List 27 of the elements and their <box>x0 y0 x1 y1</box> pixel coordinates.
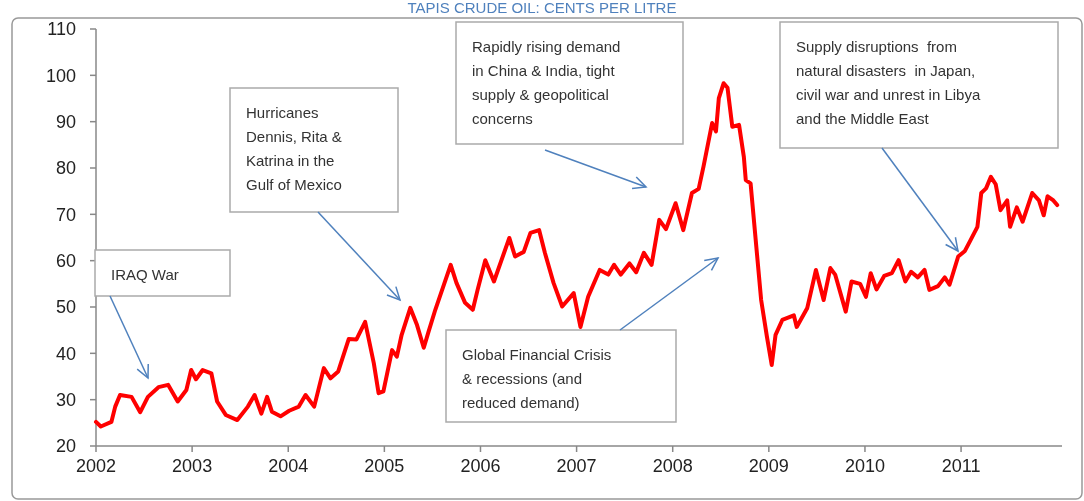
y-tick-label: 60 <box>55 250 76 271</box>
y-tick-label: 100 <box>45 65 76 86</box>
annotation: Supply disruptions from natural disasters in Japan, civil war and unrest in Libya and the Middle East <box>796 38 981 127</box>
annotation: Rapidly rising demand in China & India, tight supply & geopolitical concerns <box>472 38 621 127</box>
y-tick-label: 30 <box>55 389 76 410</box>
y-tick-label: 20 <box>55 436 76 457</box>
annotation: Hurricanes Dennis, Rita & Katrina in the Gulf of Mexico <box>246 104 342 193</box>
x-tick-label: 2004 <box>268 456 309 476</box>
x-tick-label: 2006 <box>460 456 501 476</box>
x-tick-label: 2010 <box>844 456 885 476</box>
line-series <box>94 81 1060 429</box>
x-tick-label: 2011 <box>941 456 981 476</box>
annotation: IRAQ War <box>111 266 179 283</box>
x-tick-label: 2007 <box>556 456 597 476</box>
x-tick-label: 2002 <box>75 456 117 476</box>
annotation: Global Financial Crisis & recessions (and reduced demand) <box>462 346 612 411</box>
x-tick-label: 2008 <box>652 456 693 476</box>
x-tick-label: 2005 <box>364 456 405 476</box>
y-tick-label: 90 <box>55 111 76 132</box>
x-tick-label: 2003 <box>172 456 213 476</box>
y-tick-label: 110 <box>47 19 76 40</box>
y-tick-label: 70 <box>55 204 76 225</box>
x-tick-label: 2009 <box>748 456 789 476</box>
y-tick-label: 50 <box>55 297 76 318</box>
chart-title: TAPIS CRUDE OIL: CENTS PER LITRE <box>407 0 677 16</box>
y-tick-label: 40 <box>55 343 76 364</box>
y-tick-label: 80 <box>55 158 76 179</box>
